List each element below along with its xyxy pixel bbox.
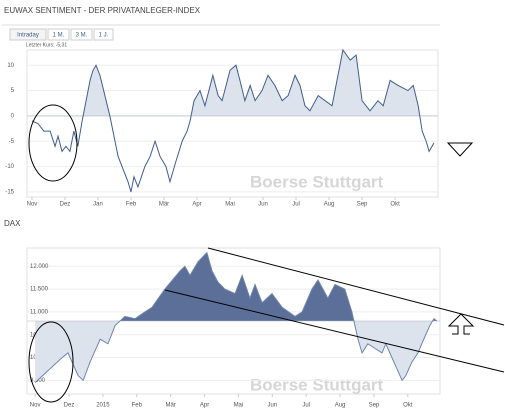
x-tick-label: Dez: [64, 403, 75, 409]
x-tick-label: Sep: [369, 403, 380, 409]
trend-line: [207, 247, 505, 326]
chart: Boerse Stuttgart -15 -10 -5 0 5 10 Nov Dez Jan Feb…: [5, 48, 439, 208]
chart-title: DAX: [4, 219, 21, 228]
x-tick-label: Jan: [93, 202, 103, 208]
x-tick-label: Mai: [234, 403, 244, 409]
x-tick-label: Nov: [27, 202, 38, 208]
watermark: Boerse Stuttgart: [250, 172, 384, 191]
y-tick-label: 11.000: [30, 309, 49, 315]
chart-title: EUWAX SENTIMENT - DER PRIVATANLEGER-INDE…: [4, 6, 201, 15]
tab[interactable]: [70, 28, 93, 41]
highlight-ellipse: [28, 104, 78, 182]
tab-label[interactable]: 1 M.: [53, 33, 65, 39]
chart: Boerse Stuttgart9.50010.00010.50011.0001…: [26, 247, 441, 409]
plots: Boerse Stuttgart -15 -10 -5 0 5 10 Nov Dez Jan Feb…: [5, 48, 441, 409]
area-above: [83, 50, 420, 116]
x-tick-label: Jun: [258, 202, 268, 208]
tab-label[interactable]: Intraday: [17, 33, 39, 39]
y-tick-label: 11.500: [30, 287, 49, 293]
y-tick-label: 10: [7, 63, 14, 69]
area-above: [35, 252, 437, 321]
tab-label[interactable]: 3 M.: [76, 33, 88, 39]
y-tick-label: -10: [5, 164, 14, 170]
line: [34, 251, 438, 383]
x-tick-label: Aug: [324, 202, 335, 208]
y-tick-label: 5: [11, 88, 15, 94]
tab[interactable]: [9, 28, 47, 41]
up-arrow: [447, 313, 475, 335]
x-tick-label: Feb: [126, 202, 137, 208]
x-tick-label: Mär: [159, 202, 169, 208]
x-tick-label: Okt: [403, 403, 413, 409]
x-tick-label: Okt: [390, 202, 400, 208]
line: [31, 48, 435, 193]
tab[interactable]: [93, 28, 114, 41]
x-tick-label: Mai: [225, 202, 235, 208]
annotations: [28, 104, 505, 403]
x-tick-label: Apr: [192, 202, 201, 208]
y-tick-label: 0: [11, 113, 15, 119]
x-tick-label: Sep: [357, 202, 368, 208]
x-tick-label: Apr: [200, 403, 209, 409]
x-tick-label: Jul: [292, 202, 300, 208]
x-tick-label: Jul: [302, 403, 310, 409]
highlight-ellipse: [28, 321, 74, 403]
x-tick-label: 2015: [96, 403, 110, 409]
y-tick-label: 9.500: [30, 378, 46, 384]
y-tick-label: 12.000: [30, 264, 49, 270]
x-tick-label: Nov: [30, 403, 41, 409]
tab[interactable]: [47, 28, 70, 41]
tab-label[interactable]: 1 J.: [99, 33, 109, 39]
y-tick-label: -15: [5, 190, 14, 196]
y-tick-label: -5: [9, 139, 15, 145]
area-below: [35, 321, 437, 383]
x-tick-label: Mär: [165, 403, 175, 409]
x-tick-label: Aug: [335, 403, 346, 409]
x-tick-label: Jun: [267, 403, 277, 409]
x-tick-label: Dez: [60, 202, 71, 208]
watermark: Boerse Stuttgart: [250, 375, 384, 394]
x-tick-label: Feb: [132, 403, 143, 409]
last-price: Letzter Kurs: -5,31: [26, 42, 67, 48]
down-arrow: [446, 142, 474, 157]
trend-line: [164, 289, 505, 373]
